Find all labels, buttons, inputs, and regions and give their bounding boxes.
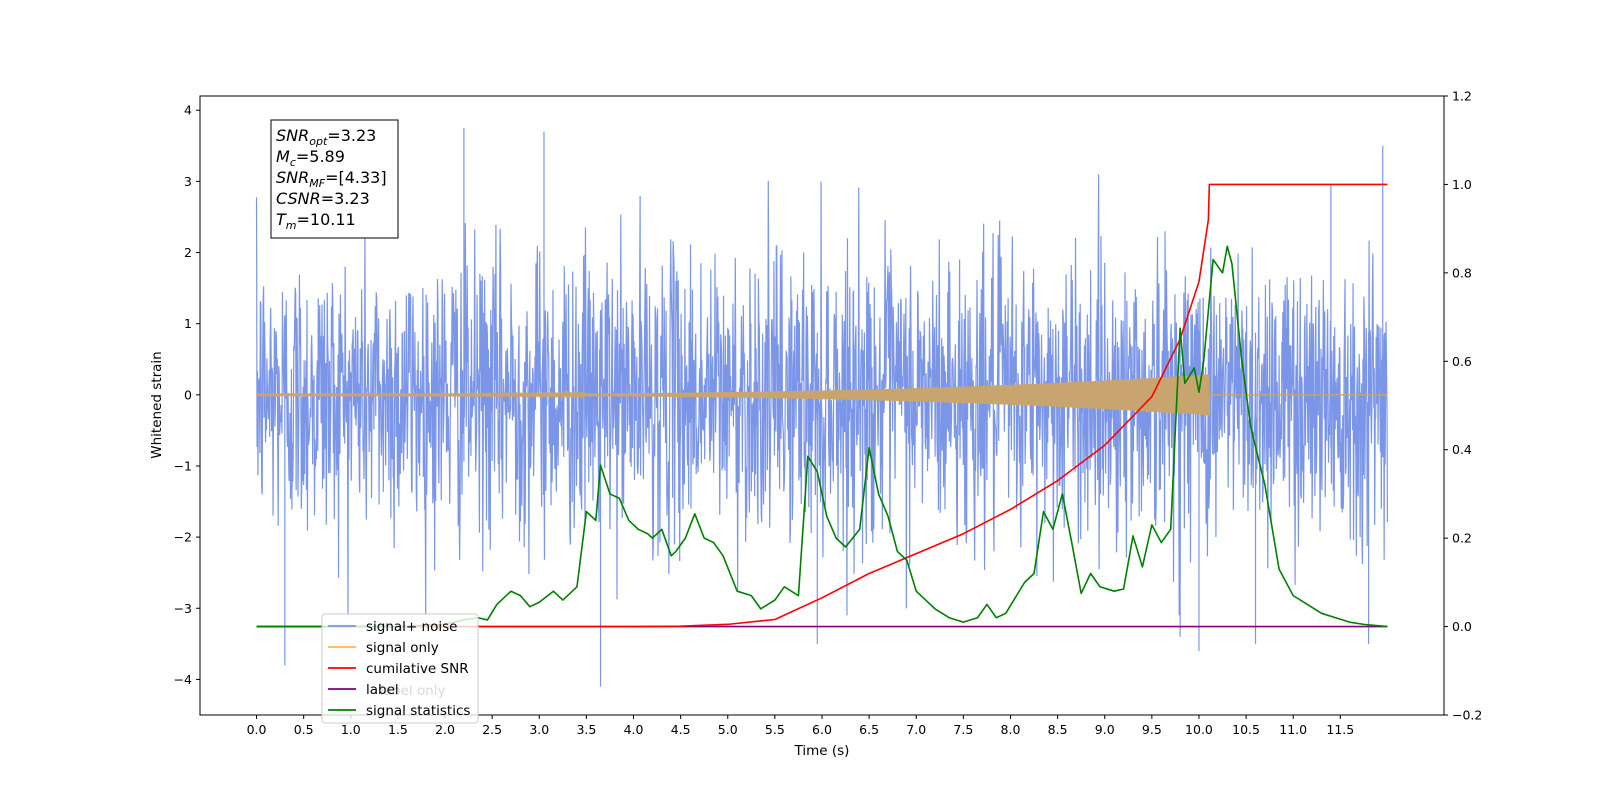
y-right-tick-label: −0.2 — [1452, 708, 1482, 723]
legend: label only signal+ noise signal only cumila… — [321, 613, 479, 724]
info-line: Mc=5.89 — [276, 147, 345, 169]
info-line: SNRMF=[4.33] — [276, 168, 387, 190]
x-tick-label: 10.5 — [1232, 722, 1260, 737]
series-signal-noise — [255, 128, 1389, 687]
x-tick-label: 1.0 — [341, 722, 361, 737]
x-tick-label: 7.0 — [906, 722, 926, 737]
legend-entry-label: cumilative SNR — [366, 661, 469, 677]
series-layer — [255, 128, 1389, 687]
x-tick-label: 10.0 — [1185, 722, 1213, 737]
y-tick-label: −4 — [174, 672, 192, 687]
series-signal-only — [255, 374, 1388, 416]
y-axis-label: Whitened strain — [149, 351, 165, 458]
x-tick-label: 1.5 — [388, 722, 408, 737]
legend-entry-label: signal+ noise — [366, 619, 457, 635]
x-tick-label: 11.5 — [1326, 722, 1354, 737]
y-tick-label: 3 — [184, 174, 192, 189]
x-tick-label: 7.5 — [953, 722, 973, 737]
y-right-tick-label: 0.6 — [1452, 354, 1472, 369]
x-tick-label: 9.0 — [1095, 722, 1115, 737]
legend-hidden-label: label only — [380, 683, 446, 699]
info-box-frame — [270, 119, 399, 239]
y-tick-label: 1 — [184, 316, 192, 331]
y-axis-left: −4 −3 −2 −1 0 1 2 3 4 — [174, 103, 200, 687]
info-line: Tm=10.11 — [276, 210, 356, 232]
x-axis: 0.0 0.5 1.0 1.5 2.0 2.5 3.0 3.5 4.0 4.5 5.0 5.5 6.0 6… — [247, 715, 1354, 737]
legend-entry-label: signal statistics — [366, 703, 470, 719]
x-tick-label: 6.0 — [812, 722, 832, 737]
y-right-tick-label: 1.0 — [1452, 177, 1472, 192]
y-axis-right: −0.2 0.0 0.2 0.4 0.6 0.8 1.0 1.2 — [1444, 89, 1482, 723]
y-right-tick-label: 0.4 — [1452, 442, 1472, 457]
x-tick-label: 5.0 — [718, 722, 738, 737]
x-tick-label: 8.0 — [1001, 722, 1021, 737]
info-line: CSNR=3.23 — [276, 189, 370, 208]
y-tick-label: −2 — [174, 530, 192, 545]
x-tick-label: 0.5 — [294, 722, 314, 737]
x-tick-label: 8.5 — [1048, 722, 1068, 737]
x-tick-label: 11.0 — [1279, 722, 1307, 737]
legend-entry-label: label — [366, 682, 399, 698]
series-signal-statistics — [256, 245, 1388, 628]
y-tick-label: 0 — [184, 387, 192, 402]
x-tick-label: 6.5 — [859, 722, 879, 737]
x-tick-label: 3.0 — [529, 722, 549, 737]
x-axis-label: Time (s) — [794, 743, 850, 759]
x-tick-label: 5.5 — [765, 722, 785, 737]
x-tick-label: 0.0 — [247, 722, 267, 737]
legend-frame — [321, 613, 479, 724]
x-tick-label: 2.0 — [435, 722, 455, 737]
y-tick-label: −3 — [174, 601, 192, 616]
x-tick-label: 4.0 — [624, 722, 644, 737]
info-line: SNRopt=3.23 — [276, 126, 376, 148]
y-right-tick-label: 0.2 — [1452, 531, 1472, 546]
x-tick-label: 2.5 — [482, 722, 502, 737]
y-right-tick-label: 0.8 — [1452, 265, 1472, 280]
y-tick-label: 4 — [184, 103, 192, 118]
x-tick-label: 3.5 — [576, 722, 596, 737]
x-tick-label: 4.5 — [671, 722, 691, 737]
y-tick-label: 2 — [184, 245, 192, 260]
y-tick-label: −1 — [174, 458, 192, 473]
x-tick-label: 9.5 — [1142, 722, 1162, 737]
series-cumulative-snr — [256, 183, 1388, 628]
y-right-tick-label: 1.2 — [1452, 89, 1472, 104]
legend-entry-label: signal only — [366, 640, 439, 656]
y-right-tick-label: 0.0 — [1452, 619, 1472, 634]
